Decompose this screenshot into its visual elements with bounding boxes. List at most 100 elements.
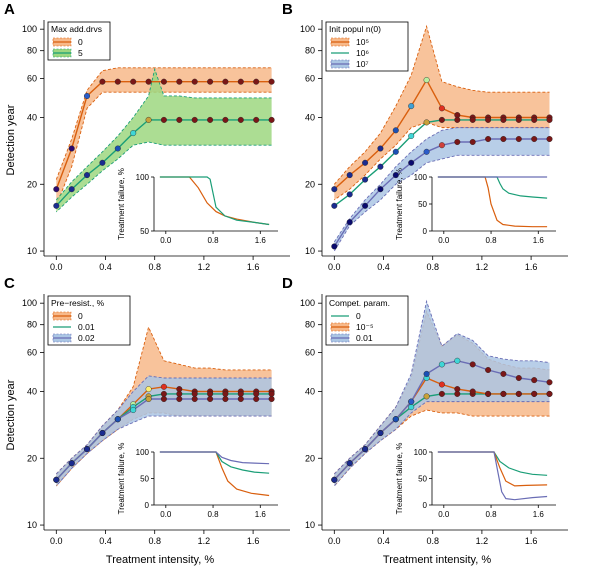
inset-x-tick-label: 1.6 — [533, 236, 545, 245]
data-point — [191, 396, 198, 403]
data-point — [362, 202, 369, 209]
data-point — [145, 396, 152, 403]
legend-title: Max add.drvs — [51, 24, 102, 34]
data-point — [83, 92, 90, 99]
data-point — [114, 78, 121, 85]
panel-letter: C — [4, 275, 15, 292]
inset-ylabel: Treatment failure, % — [395, 168, 404, 240]
data-point — [222, 78, 229, 85]
data-point — [191, 116, 198, 123]
y-tick-label: 40 — [305, 386, 315, 396]
data-point — [331, 243, 338, 250]
y-tick-label: 80 — [305, 46, 315, 56]
x-tick-label: 1.2 — [476, 536, 489, 546]
data-point — [99, 78, 106, 85]
confidence-band — [334, 26, 550, 200]
y-tick-label: 100 — [22, 298, 37, 308]
data-point — [423, 119, 430, 126]
panel-letter: A — [4, 1, 15, 18]
inset-x-tick-label: 1.6 — [533, 510, 545, 519]
inset-x-tick-label: 0.0 — [438, 236, 450, 245]
band-lower-edge — [333, 154, 550, 252]
data-point — [160, 390, 167, 397]
x-tick-label: 1.6 — [247, 262, 260, 272]
band-upper-edge — [55, 375, 272, 475]
legend-title: Init popul n(0) — [329, 24, 381, 34]
x-tick-label: 1.6 — [525, 536, 538, 546]
confidence-band — [56, 375, 272, 486]
data-point — [346, 172, 353, 179]
panel-B: B 0 50 100 0.0 0.8 1.6 Treatment failure, % 10 20… — [282, 1, 568, 272]
data-point — [438, 105, 445, 112]
data-point — [53, 202, 60, 209]
legend: Max add.drvs 05 — [47, 21, 111, 61]
data-point — [438, 142, 445, 149]
data-point — [515, 375, 522, 382]
x-tick-label: 1.6 — [525, 262, 538, 272]
y-tick-label: 10 — [305, 246, 315, 256]
x-tick-label: 0.0 — [328, 536, 341, 546]
data-point — [222, 116, 229, 123]
shared-ylabel-bottom: Detection year — [5, 379, 17, 450]
legend-entry: 10⁷ — [356, 59, 369, 69]
data-point — [377, 163, 384, 170]
data-point — [500, 370, 507, 377]
inset-x-tick-label: 0.8 — [485, 236, 497, 245]
inset-series-line — [437, 176, 548, 199]
legend-entry: 0.01 — [356, 333, 373, 343]
data-point — [469, 138, 476, 145]
y-tick-label: 80 — [27, 320, 37, 330]
data-point — [191, 390, 198, 397]
panel-D: D 0 50 100 0.0 0.8 1.6 Treatment failure, % 10 20… — [282, 275, 568, 546]
panel-C: C 0 50 100 0.0 0.8 1.6 Treatment failure, % 10 20… — [4, 275, 290, 546]
inset-y-tick-label: 100 — [136, 173, 150, 182]
inset-y-tick-label: 100 — [414, 173, 428, 182]
data-point — [408, 103, 415, 110]
data-point — [454, 386, 461, 393]
band-upper-edge — [333, 24, 550, 185]
data-point — [83, 172, 90, 179]
data-point — [237, 390, 244, 397]
inset-x-tick-label: 0.0 — [438, 510, 450, 519]
data-point — [160, 116, 167, 123]
panel-A: A 50 100 0.0 0.8 1.6 Treatment failure, % 10 20 4… — [4, 1, 290, 272]
band-lower-edge — [55, 141, 272, 213]
data-point — [331, 186, 338, 193]
inset-y-tick-label: 50 — [418, 200, 427, 209]
data-point — [438, 390, 445, 397]
inset-series-line — [159, 451, 270, 465]
inset-background — [154, 177, 278, 231]
data-point — [268, 390, 275, 397]
data-point — [68, 186, 75, 193]
band-upper-edge — [55, 67, 272, 201]
x-tick-label: 0.4 — [99, 536, 112, 546]
data-point — [423, 148, 430, 155]
band-lower-edge — [55, 91, 272, 206]
inset-y-tick-label: 50 — [418, 475, 427, 484]
data-point — [377, 145, 384, 152]
data-point — [531, 377, 538, 384]
data-point — [346, 219, 353, 226]
x-tick-label: 0.8 — [148, 262, 161, 272]
data-point — [331, 202, 338, 209]
data-point — [362, 176, 369, 183]
data-point — [392, 172, 399, 179]
band-upper-edge — [333, 299, 550, 475]
inset-y-tick-label: 0 — [423, 501, 428, 510]
x-tick-label: 1.2 — [198, 262, 211, 272]
y-tick-label: 100 — [300, 298, 315, 308]
data-point — [500, 135, 507, 142]
shared-xlabel-left: Treatment intensity, % — [106, 554, 214, 566]
data-point — [207, 78, 214, 85]
y-tick-label: 80 — [305, 320, 315, 330]
data-point — [99, 159, 106, 166]
data-point — [268, 396, 275, 403]
data-point — [99, 430, 106, 437]
data-point — [222, 396, 229, 403]
inset-x-tick-label: 1.6 — [255, 236, 267, 245]
y-tick-label: 20 — [305, 453, 315, 463]
data-point — [253, 396, 260, 403]
inset-series-line — [159, 176, 270, 226]
